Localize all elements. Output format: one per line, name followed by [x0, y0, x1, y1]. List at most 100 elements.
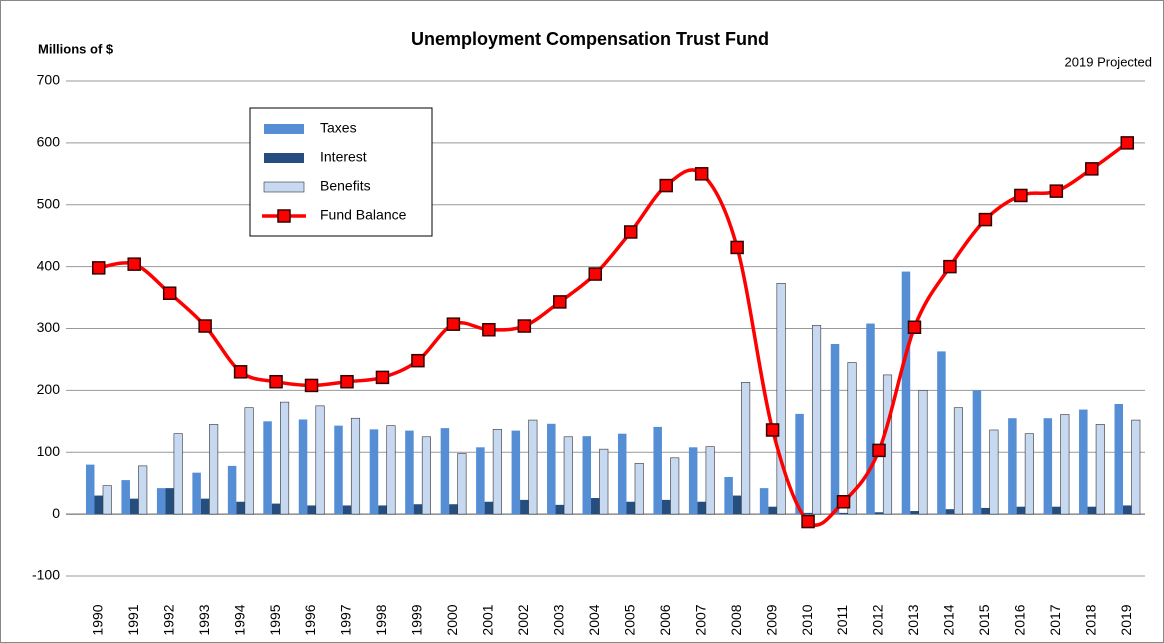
marker	[978, 212, 993, 227]
bar	[449, 504, 458, 515]
legend-swatch	[264, 124, 304, 134]
bar	[280, 401, 290, 515]
bar	[476, 447, 485, 515]
x-tick-label: 1992	[160, 604, 176, 635]
bar	[653, 426, 662, 515]
x-tick-label: 1993	[196, 604, 212, 635]
y-tick-label: 600	[37, 134, 61, 150]
bar	[413, 504, 423, 515]
bar	[724, 477, 733, 515]
bar	[1052, 506, 1061, 515]
x-tick-label: 1991	[125, 604, 141, 635]
marker	[1049, 184, 1064, 198]
x-tick-label: 1994	[231, 604, 247, 635]
y-tick-label: 700	[37, 72, 61, 88]
x-tick-label: 2011	[834, 605, 850, 635]
marker	[1085, 162, 1099, 176]
bar	[369, 429, 379, 515]
x-tick-label: 2002	[515, 604, 531, 635]
legend-label: Interest	[320, 149, 367, 165]
x-tick-label: 1990	[89, 604, 105, 635]
marker	[765, 423, 780, 437]
bar	[511, 430, 521, 515]
x-tick-label: 2000	[444, 604, 460, 635]
y-tick-label: 200	[37, 381, 61, 397]
bar	[1024, 433, 1034, 515]
x-tick-label: 2017	[1047, 604, 1063, 635]
legend-label: Benefits	[320, 178, 371, 194]
legend-swatch	[263, 181, 305, 193]
bar	[334, 425, 343, 515]
bar	[688, 447, 698, 515]
bar	[705, 446, 715, 515]
marker	[482, 322, 496, 337]
chart-title: Unemployment Compensation Trust Fund	[411, 29, 769, 49]
bar	[94, 495, 103, 515]
bar	[307, 505, 316, 515]
bar	[350, 417, 361, 515]
bar	[520, 499, 529, 515]
bar	[1060, 414, 1070, 515]
bar	[1008, 418, 1017, 515]
marker	[659, 178, 673, 193]
bar	[563, 436, 573, 515]
bar	[626, 501, 635, 515]
bar	[972, 390, 982, 515]
bar	[945, 509, 955, 515]
bar	[1043, 418, 1053, 515]
marker	[588, 267, 603, 281]
bar	[741, 382, 751, 515]
bar	[591, 498, 600, 515]
marker	[553, 295, 567, 309]
marker	[872, 443, 886, 458]
bar	[1095, 424, 1105, 515]
bar	[129, 498, 139, 515]
bar	[165, 488, 174, 515]
marker	[943, 259, 957, 274]
bar	[989, 429, 999, 515]
bar	[386, 425, 396, 515]
marker	[694, 167, 709, 181]
y-tick-label: -100	[32, 567, 60, 583]
bar	[457, 453, 467, 515]
bar	[617, 433, 627, 515]
bar	[839, 512, 848, 515]
marker	[1014, 188, 1028, 203]
marker	[162, 286, 177, 300]
marker	[375, 370, 390, 385]
bar	[1131, 419, 1141, 515]
bar	[953, 407, 963, 515]
bar	[776, 283, 786, 515]
bar	[599, 448, 609, 515]
x-tick-label: 2014	[941, 604, 957, 635]
x-tick-label: 2010	[799, 604, 815, 635]
legend-swatch	[264, 153, 304, 163]
x-tick-label: 2018	[1083, 604, 1099, 635]
bar	[847, 362, 857, 515]
y-tick-label: 0	[52, 505, 60, 521]
bar	[192, 472, 201, 515]
y-tick-label: 400	[37, 257, 61, 273]
legend-label: Fund Balance	[320, 207, 407, 223]
bar	[910, 511, 919, 515]
legend-marker	[277, 209, 291, 223]
marker	[91, 261, 106, 275]
bar	[1123, 505, 1132, 515]
marker	[446, 317, 461, 331]
bar	[263, 421, 272, 515]
y-tick-label: 500	[37, 195, 61, 211]
y-axis-label: Millions of $	[38, 41, 114, 56]
bar	[830, 343, 840, 515]
x-tick-label: 2013	[905, 604, 921, 635]
bar	[918, 390, 928, 515]
bar	[85, 464, 95, 515]
x-tick-label: 1999	[409, 604, 425, 635]
bar	[298, 419, 308, 515]
bar	[661, 499, 671, 515]
bar	[634, 463, 644, 515]
bar	[315, 405, 325, 515]
bar	[484, 501, 494, 515]
marker	[517, 319, 532, 333]
